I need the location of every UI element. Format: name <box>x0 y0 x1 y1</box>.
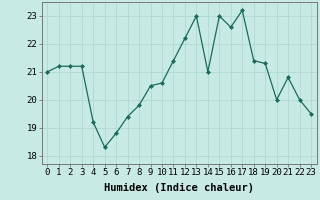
X-axis label: Humidex (Indice chaleur): Humidex (Indice chaleur) <box>104 183 254 193</box>
